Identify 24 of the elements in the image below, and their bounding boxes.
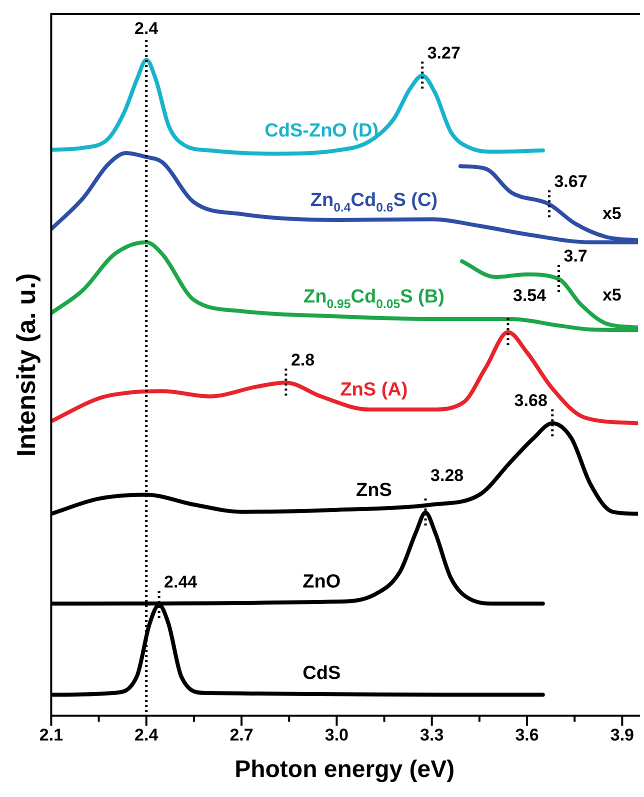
series-label: ZnS (356, 480, 392, 501)
x-tick-label: 2.7 (230, 726, 254, 745)
x-tick-label: 3.9 (610, 726, 634, 745)
y-axis-title: Intensity (a. u.) (10, 273, 41, 457)
x-tick-label: 3.0 (324, 726, 349, 745)
x-tick-label: 2.4 (134, 726, 159, 745)
x-tick-label: 3.6 (515, 726, 539, 745)
x-tick-label: 2.1 (39, 726, 64, 745)
annotation: x5 (602, 204, 622, 224)
series-label: ZnS (A) (340, 380, 408, 400)
series-label: CdS (302, 662, 341, 684)
x-axis-title: Photon energy (eV) (234, 756, 455, 784)
annotation: 2.8 (290, 350, 315, 370)
annotation: x5 (602, 285, 622, 304)
x-tick-label: 3.3 (420, 726, 444, 745)
annotation: 2.44 (164, 572, 198, 592)
annotation: 3.54 (512, 286, 547, 305)
annotation: 3.68 (514, 390, 548, 410)
series-label: ZnO (302, 572, 341, 593)
ref-line-label: 2.4 (134, 19, 159, 38)
annotation: 3.27 (427, 43, 460, 62)
annotation: 3.67 (554, 172, 588, 191)
annotation: 3.7 (564, 246, 588, 266)
annotation: 3.28 (430, 466, 464, 486)
